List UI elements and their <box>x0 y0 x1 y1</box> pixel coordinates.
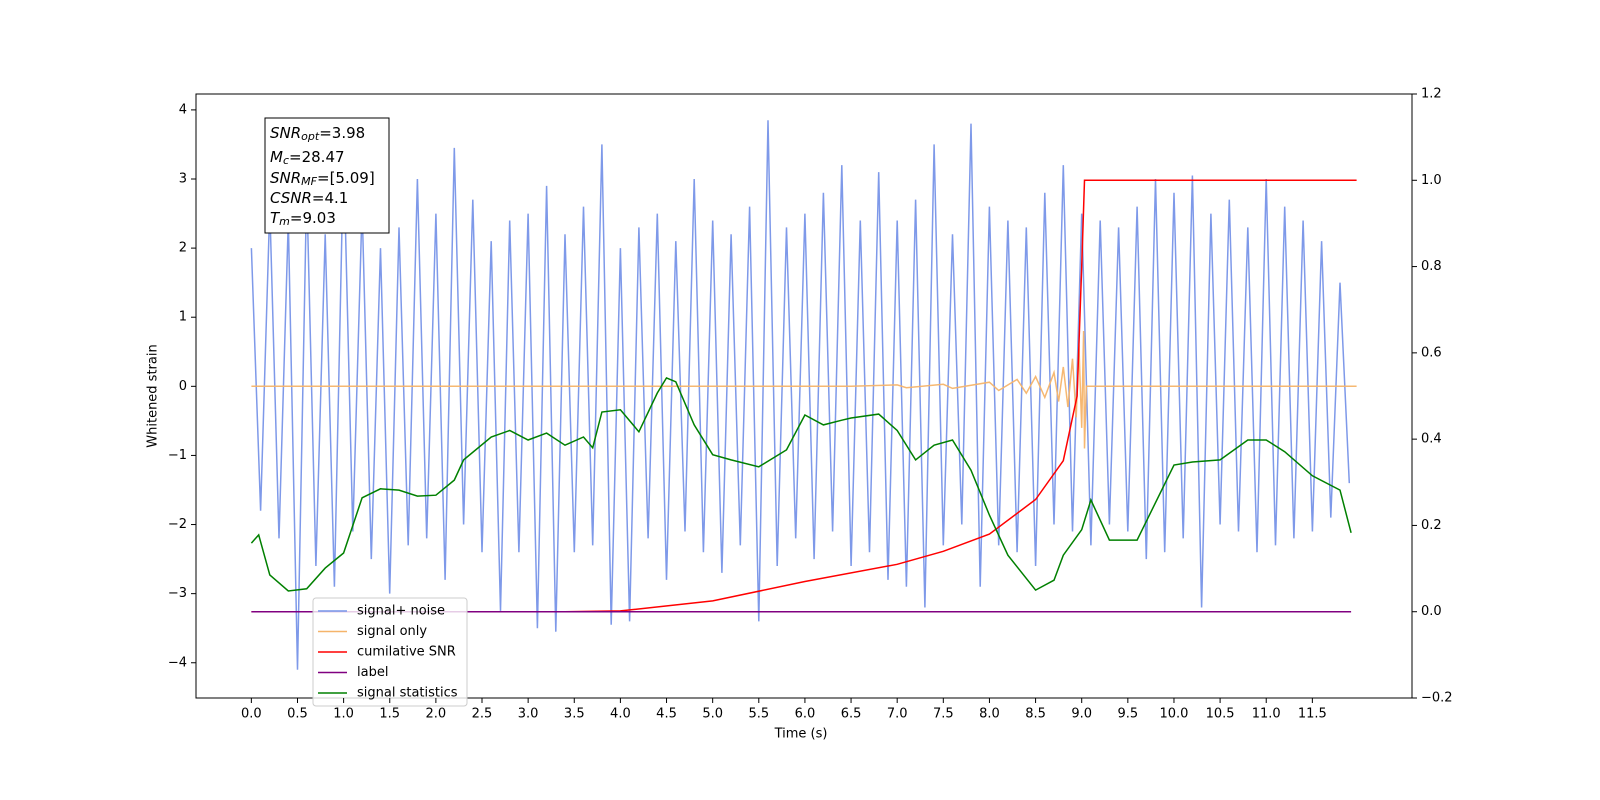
legend: signal+ noise signal only cumilative SNR la… <box>312 597 468 707</box>
series-line <box>250 120 1351 670</box>
y-axis-label: Whitened strain <box>146 344 161 447</box>
y-tick-label: 3 <box>179 172 187 187</box>
annotation-line: SNRMF=[5.09] <box>270 169 375 189</box>
annotation-line: CSNR=4.1 <box>270 189 348 207</box>
y-tick-label: 2 <box>179 241 187 256</box>
annotation-sub: opt <box>301 130 320 143</box>
x-tick-label: 5.5 <box>748 707 769 722</box>
annotation-value: =[5.09] <box>317 169 375 187</box>
y2-tick-label: 0.0 <box>1421 604 1442 619</box>
legend-label: signal+ noise <box>357 604 445 619</box>
x-tick-label: 7.0 <box>887 707 908 722</box>
x-tick-label: 10.0 <box>1159 707 1188 722</box>
series-line <box>251 179 1357 613</box>
annotation-symbol: M <box>270 148 283 166</box>
x-tick-label: 3.5 <box>564 707 585 722</box>
x-tick-label: 6.5 <box>841 707 862 722</box>
y2-tick-label: 1.2 <box>1421 87 1442 102</box>
y2-tick-label: 0.8 <box>1421 259 1442 274</box>
x-tick-label: 0.0 <box>241 707 262 722</box>
x-tick-label: 2.0 <box>426 707 447 722</box>
x-tick-label: 0.5 <box>287 707 308 722</box>
y-tick-label: 1 <box>179 310 187 325</box>
y2-tick-label: 0.6 <box>1421 345 1442 360</box>
annotation-sub: MF <box>301 175 317 188</box>
x-tick-label: 3.0 <box>518 707 539 722</box>
annotation-symbol: SNR <box>270 124 301 142</box>
legend-label: signal statistics <box>357 686 458 701</box>
annotation-sub: c <box>283 154 289 167</box>
legend-label: signal only <box>357 624 427 639</box>
y-tick-label: −1 <box>168 448 187 463</box>
series-line <box>250 376 1352 592</box>
x-tick-label: 4.0 <box>610 707 631 722</box>
x-tick-label: 1.5 <box>379 707 400 722</box>
annotation-symbol: SNR <box>270 169 301 187</box>
y-tick-label: −2 <box>168 517 187 532</box>
annotation-frame <box>264 117 390 234</box>
legend-label: cumilative SNR <box>357 645 456 660</box>
annotation-box: SNRopt=3.98Mc=28.47SNRMF=[5.09]CSNR=4.1T… <box>264 117 390 234</box>
y2-tick-label: −0.2 <box>1421 691 1453 706</box>
annotation-symbol: T <box>270 209 281 227</box>
x-tick-label: 7.5 <box>933 707 954 722</box>
y-tick-label: 0 <box>179 379 187 394</box>
annotation-symbol: CSNR <box>270 189 312 207</box>
series-line <box>251 330 1357 449</box>
x-tick-label: 11.0 <box>1252 707 1281 722</box>
x-tick-label: 9.0 <box>1071 707 1092 722</box>
x-tick-label: 8.0 <box>979 707 1000 722</box>
y2-tick-label: 0.2 <box>1421 518 1442 533</box>
legend-label: label <box>357 665 388 680</box>
x-tick-label: 2.5 <box>472 707 493 722</box>
legend-frame <box>312 597 468 707</box>
x-tick-label: 1.0 <box>333 707 354 722</box>
annotation-value: =4.1 <box>312 189 348 207</box>
y2-tick-label: 0.4 <box>1421 432 1442 447</box>
annotation-line: SNRopt=3.98 <box>270 124 365 144</box>
x-tick-label: 10.5 <box>1206 707 1235 722</box>
x-tick-label: 9.5 <box>1117 707 1138 722</box>
annotation-line: Mc=28.47 <box>270 148 345 168</box>
y-tick-label: −3 <box>168 586 187 601</box>
annotation-value: =9.03 <box>290 209 336 227</box>
x-tick-label: 11.5 <box>1298 707 1327 722</box>
annotation-value: =28.47 <box>289 148 345 166</box>
y2-tick-label: 1.0 <box>1421 173 1442 188</box>
annotation-line: Tm=9.03 <box>270 209 336 229</box>
y-tick-label: −4 <box>168 655 187 670</box>
x-axis-label: Time (s) <box>774 727 828 742</box>
x-tick-label: 6.0 <box>795 707 816 722</box>
y-tick-label: 4 <box>179 102 187 117</box>
x-tick-label: 5.0 <box>702 707 723 722</box>
annotation-value: =3.98 <box>319 124 365 142</box>
axes-frame <box>195 93 1413 699</box>
annotation-sub: m <box>279 215 290 228</box>
x-tick-label: 4.5 <box>656 707 677 722</box>
x-tick-label: 8.5 <box>1025 707 1046 722</box>
